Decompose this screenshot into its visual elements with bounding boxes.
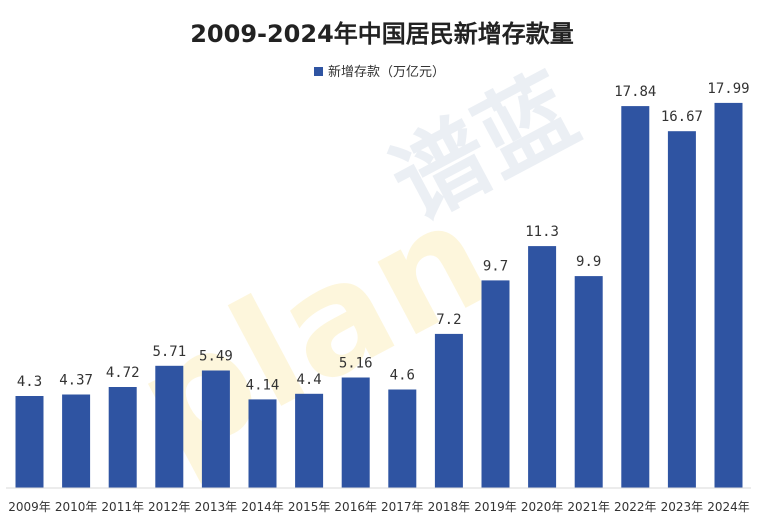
- x-tick-label: 2020年: [521, 500, 564, 514]
- legend-swatch: [314, 67, 323, 76]
- value-labels: 4.3 4.37 4.72 5.71 5.49 4.14 4.4 5.16 4.6 7.2 9.7 1…: [17, 81, 750, 393]
- legend: 新增存款（万亿元）: [314, 64, 445, 80]
- x-tick-label: 2009年: [8, 500, 51, 514]
- x-tick-label: 2022年: [614, 500, 657, 514]
- data-label: 5.71: [152, 344, 186, 360]
- bar: [341, 377, 370, 488]
- bars: [15, 102, 743, 489]
- data-label: 4.72: [106, 365, 140, 381]
- bar: [667, 131, 696, 488]
- x-tick-label: 2012年: [148, 500, 191, 514]
- x-tick-label: 2010年: [55, 500, 98, 514]
- x-tick-label: 2024年: [707, 500, 750, 514]
- bar: [528, 246, 557, 488]
- x-tick-label: 2017年: [381, 500, 424, 514]
- chart-title: 2009-2024年中国居民新增存款量: [190, 20, 574, 48]
- x-tick-label: 2015年: [288, 500, 331, 514]
- x-tick-label: 2016年: [334, 500, 377, 514]
- data-label: 9.7: [483, 258, 508, 274]
- data-label: 4.37: [59, 373, 93, 389]
- x-tick-label: 2014年: [241, 500, 284, 514]
- x-tick-label: 2013年: [195, 500, 238, 514]
- bar: [714, 102, 743, 489]
- data-label: 16.67: [661, 109, 703, 125]
- bar: [295, 393, 324, 488]
- data-label: 17.84: [614, 84, 656, 100]
- bar: [155, 365, 184, 488]
- x-tick-label: 2019年: [474, 500, 517, 514]
- x-tick-label: 2011年: [101, 500, 144, 514]
- x-axis-ticks: 2009年 2010年 2011年 2012年 2013年 2014年 2015年 2016年…: [8, 500, 750, 514]
- bar: [248, 399, 277, 488]
- bar: [434, 333, 463, 488]
- x-tick-label: 2018年: [428, 500, 471, 514]
- bar: [481, 280, 510, 488]
- bar: [574, 276, 603, 488]
- bar: [201, 370, 230, 488]
- data-label: 4.3: [17, 374, 42, 390]
- data-label: 11.3: [525, 224, 559, 240]
- bar: [621, 106, 650, 488]
- data-label: 9.9: [576, 254, 601, 270]
- bar: [388, 389, 417, 488]
- data-label: 5.49: [199, 349, 233, 365]
- x-tick-label: 2023年: [661, 500, 704, 514]
- data-label: 4.14: [246, 377, 280, 393]
- bar: [62, 394, 91, 488]
- legend-label: 新增存款（万亿元）: [328, 64, 445, 80]
- data-label: 4.4: [296, 372, 321, 388]
- x-tick-label: 2021年: [567, 500, 610, 514]
- bar: [108, 387, 137, 488]
- data-label: 17.99: [707, 81, 749, 97]
- data-label: 4.6: [390, 368, 415, 384]
- data-label: 5.16: [339, 356, 373, 372]
- data-label: 7.2: [436, 312, 461, 328]
- bar: [15, 396, 44, 488]
